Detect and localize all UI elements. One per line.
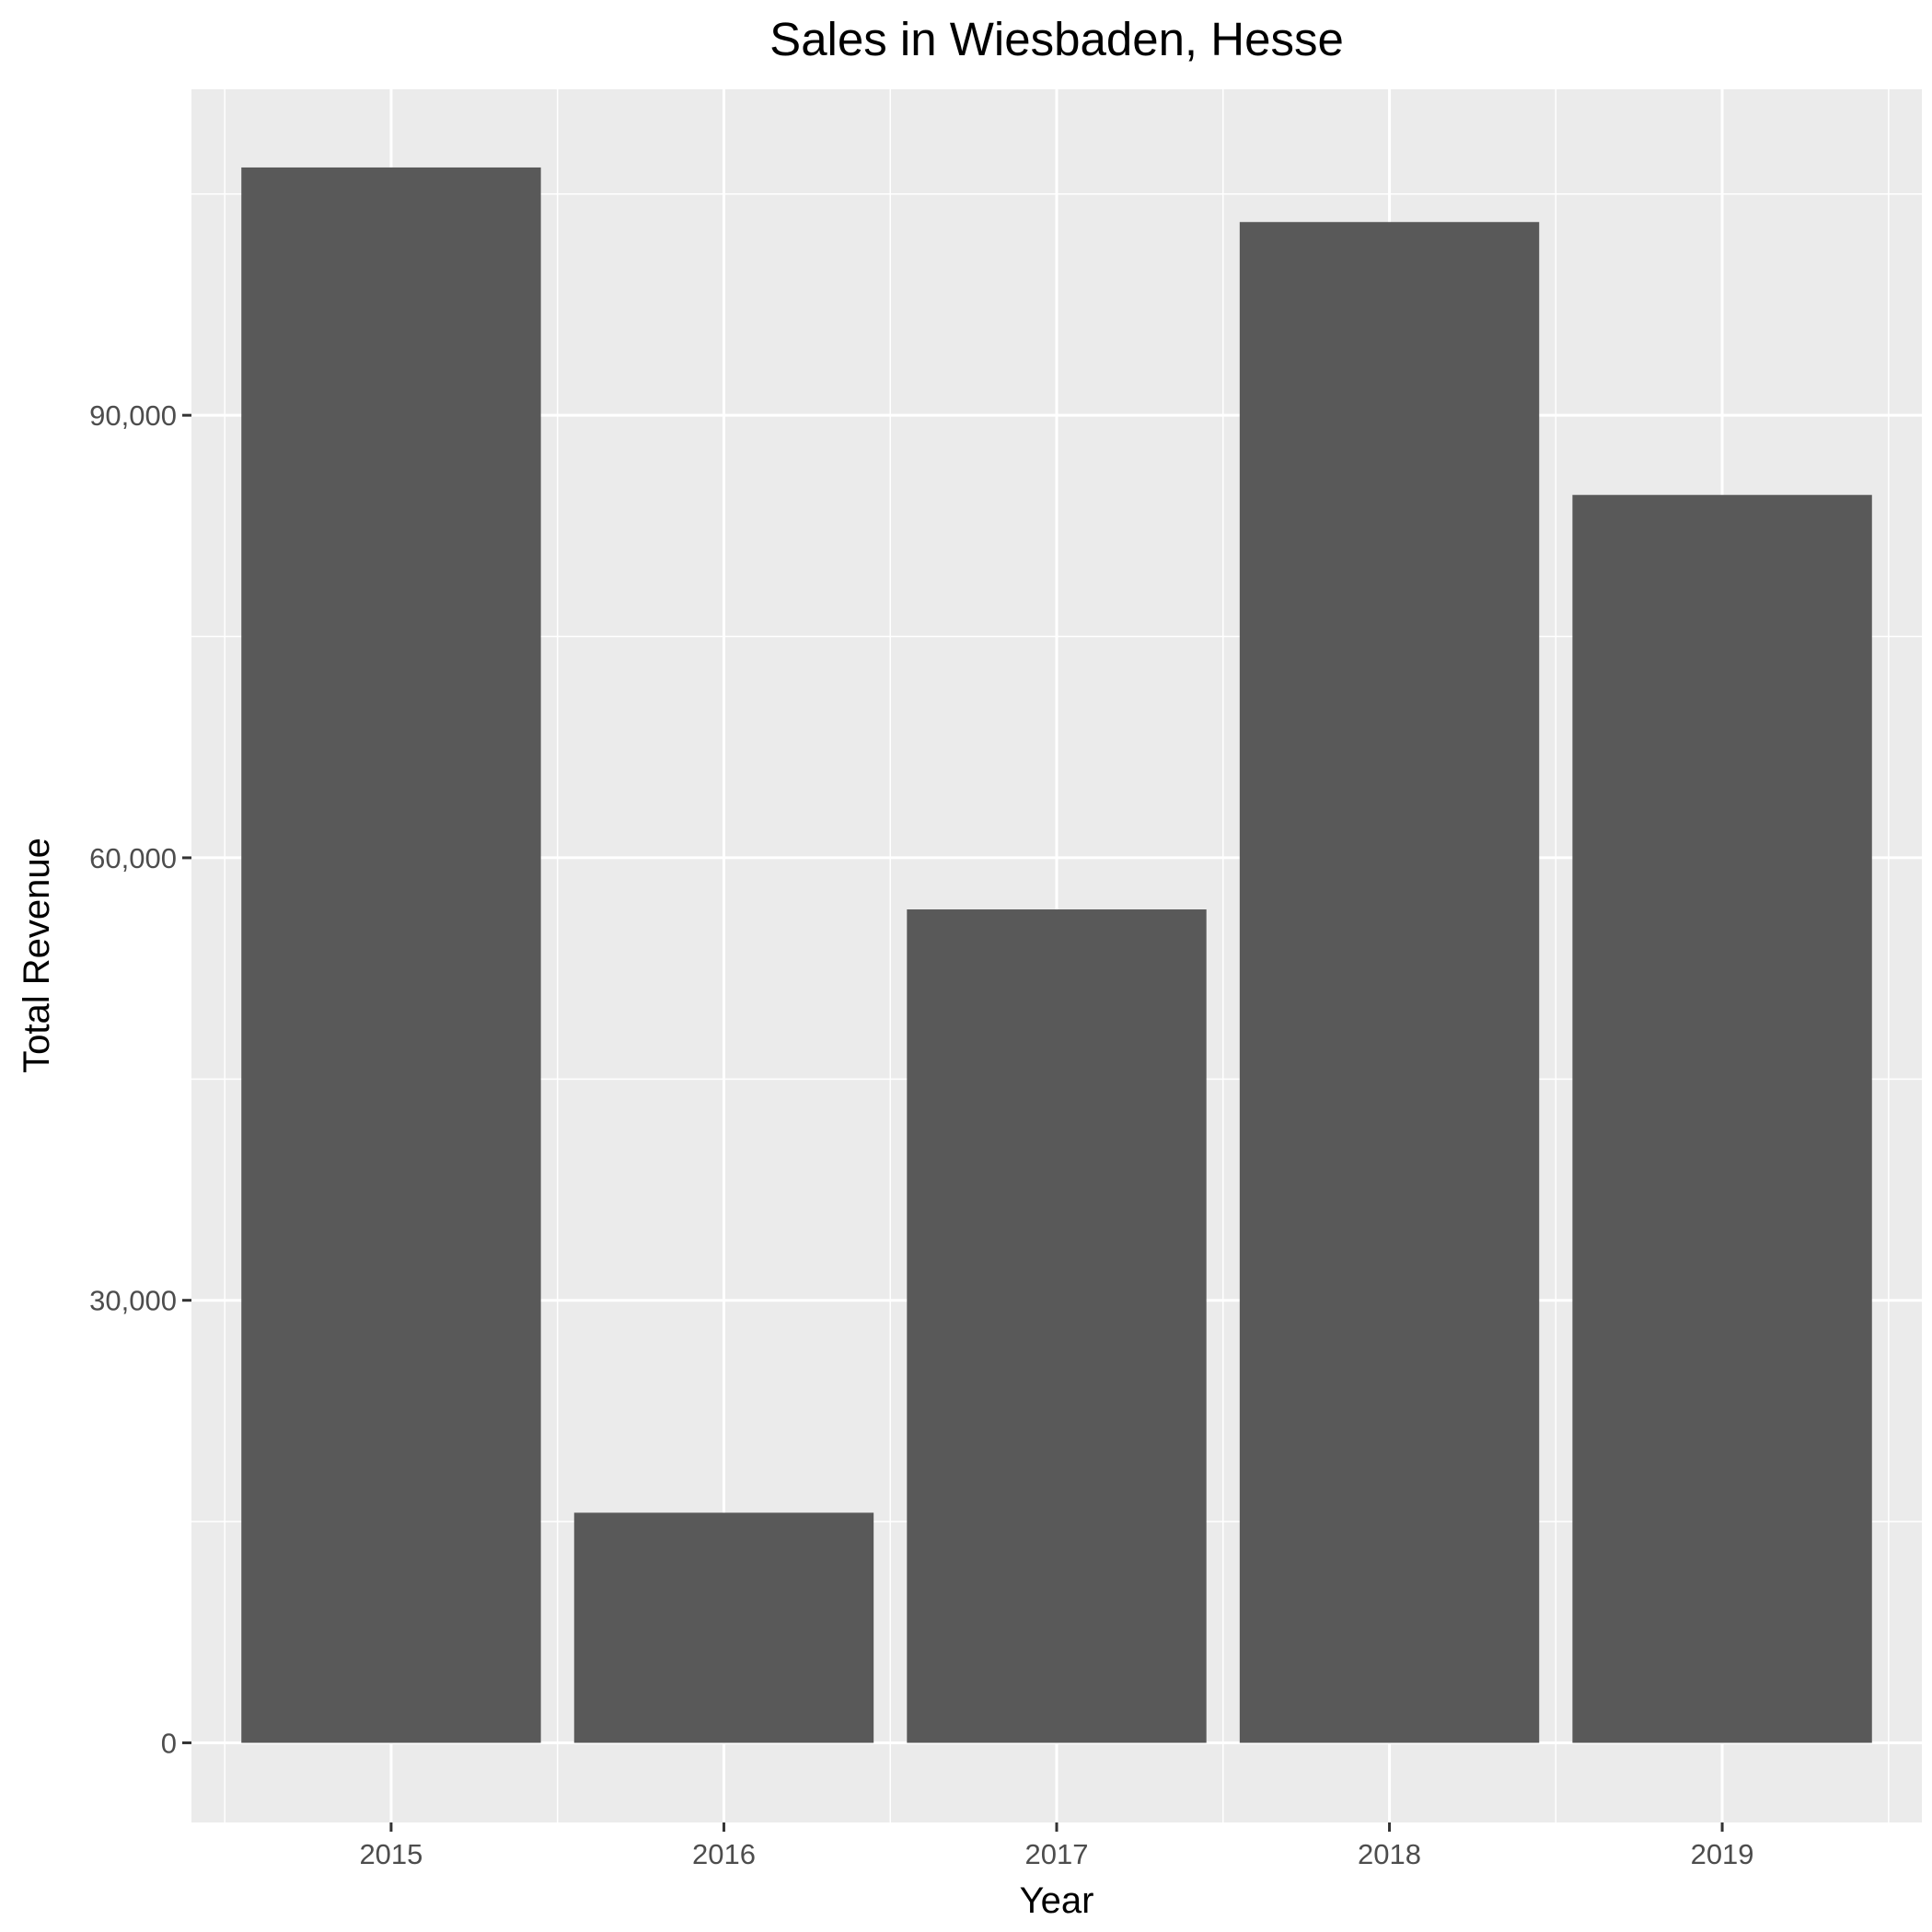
bar-2018 xyxy=(1239,222,1540,1743)
y-tick-label: 0 xyxy=(161,1727,177,1759)
x-tick-label: 2018 xyxy=(1358,1838,1421,1870)
y-tick-label: 90,000 xyxy=(89,399,177,432)
y-axis-ticks: 0 30,000 60,000 90,000 xyxy=(89,399,191,1759)
bars xyxy=(241,167,1872,1743)
x-axis-ticks: 2015 2016 2017 2018 2019 xyxy=(359,1822,1754,1870)
x-tick-label: 2017 xyxy=(1025,1838,1089,1870)
bar-2017 xyxy=(907,909,1207,1743)
bar-2015 xyxy=(241,167,541,1743)
x-tick-label: 2019 xyxy=(1691,1838,1754,1870)
x-axis-label: Year xyxy=(1020,1880,1094,1921)
bar-2016 xyxy=(573,1512,874,1743)
x-tick-label: 2016 xyxy=(692,1838,756,1870)
x-tick-label: 2015 xyxy=(359,1838,422,1870)
y-axis-label: Total Revenue xyxy=(17,838,57,1073)
y-tick-label: 30,000 xyxy=(89,1285,177,1317)
y-tick-label: 60,000 xyxy=(89,842,177,874)
chart-title: Sales in Wiesbaden, Hesse xyxy=(769,13,1344,65)
bar-2019 xyxy=(1572,494,1872,1743)
